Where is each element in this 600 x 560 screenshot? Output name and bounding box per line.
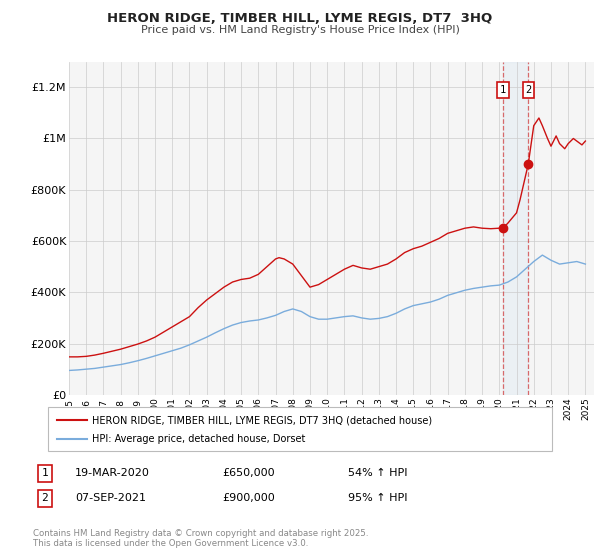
- Text: 1: 1: [500, 85, 506, 95]
- Text: 2: 2: [41, 493, 49, 503]
- Text: 95% ↑ HPI: 95% ↑ HPI: [348, 493, 407, 503]
- Text: 1: 1: [41, 468, 49, 478]
- Text: 07-SEP-2021: 07-SEP-2021: [75, 493, 146, 503]
- Text: HERON RIDGE, TIMBER HILL, LYME REGIS, DT7  3HQ: HERON RIDGE, TIMBER HILL, LYME REGIS, DT…: [107, 12, 493, 25]
- Text: Price paid vs. HM Land Registry's House Price Index (HPI): Price paid vs. HM Land Registry's House …: [140, 25, 460, 35]
- Text: 54% ↑ HPI: 54% ↑ HPI: [348, 468, 407, 478]
- Text: £650,000: £650,000: [222, 468, 275, 478]
- Text: 19-MAR-2020: 19-MAR-2020: [75, 468, 150, 478]
- Text: £900,000: £900,000: [222, 493, 275, 503]
- Bar: [503, 62, 528, 395]
- Text: 2: 2: [525, 85, 532, 95]
- Text: HERON RIDGE, TIMBER HILL, LYME REGIS, DT7 3HQ (detached house): HERON RIDGE, TIMBER HILL, LYME REGIS, DT…: [92, 415, 432, 425]
- Text: HPI: Average price, detached house, Dorset: HPI: Average price, detached house, Dors…: [92, 433, 305, 444]
- Text: Contains HM Land Registry data © Crown copyright and database right 2025.
This d: Contains HM Land Registry data © Crown c…: [33, 529, 368, 548]
